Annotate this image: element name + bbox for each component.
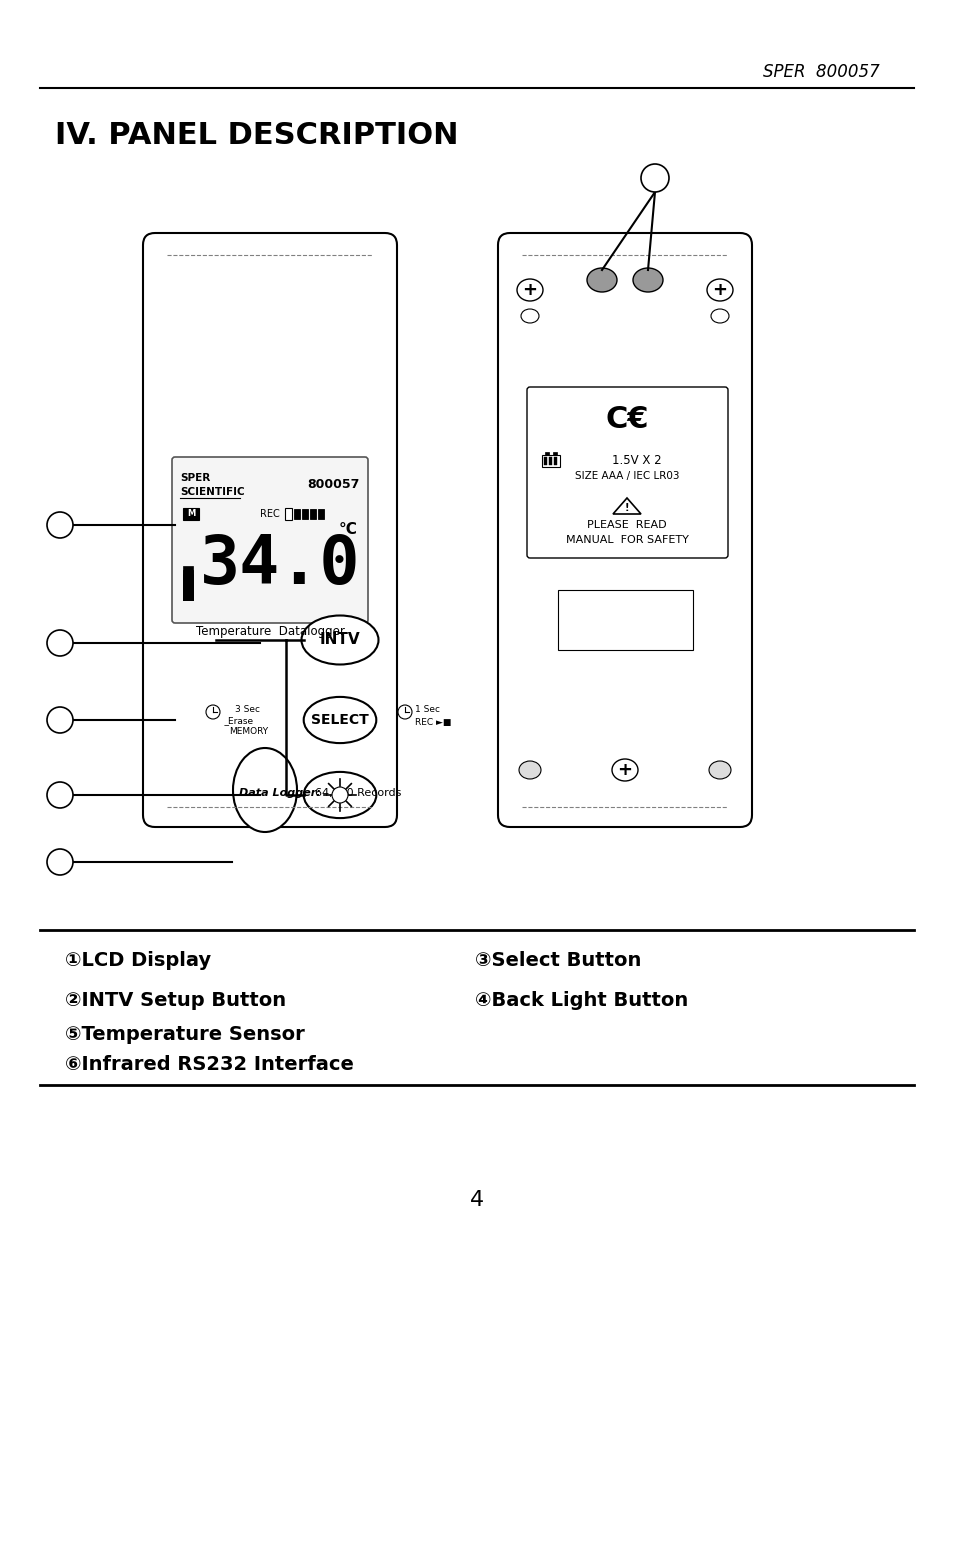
Circle shape xyxy=(397,706,412,720)
Circle shape xyxy=(47,512,73,538)
Text: Data Logger:: Data Logger: xyxy=(239,788,320,799)
Bar xyxy=(302,509,308,520)
Bar xyxy=(294,509,299,520)
Text: ③Select Button: ③Select Button xyxy=(475,951,640,969)
Text: 1.5V X 2: 1.5V X 2 xyxy=(612,453,661,467)
Circle shape xyxy=(47,630,73,656)
Ellipse shape xyxy=(518,762,540,779)
Bar xyxy=(183,589,193,600)
Text: 1: 1 xyxy=(55,518,65,532)
Text: C€: C€ xyxy=(604,405,648,434)
Bar xyxy=(553,451,557,454)
Text: SPER  800057: SPER 800057 xyxy=(762,64,879,81)
Text: 34.0: 34.0 xyxy=(199,532,360,599)
Text: SELECT: SELECT xyxy=(311,713,369,727)
FancyBboxPatch shape xyxy=(172,458,368,624)
Ellipse shape xyxy=(301,616,378,664)
Bar xyxy=(183,571,193,600)
Ellipse shape xyxy=(303,696,375,743)
Text: 800057: 800057 xyxy=(307,479,359,492)
Bar xyxy=(558,589,692,650)
Text: 5: 5 xyxy=(55,855,64,869)
Text: ①LCD Display: ①LCD Display xyxy=(65,951,211,969)
Ellipse shape xyxy=(520,309,538,323)
Ellipse shape xyxy=(710,309,728,323)
Bar xyxy=(543,458,546,465)
FancyBboxPatch shape xyxy=(143,233,396,827)
Text: 64,000 Records: 64,000 Records xyxy=(314,788,401,799)
Text: 4: 4 xyxy=(55,788,64,802)
Text: IV. PANEL DESCRIPTION: IV. PANEL DESCRIPTION xyxy=(55,121,458,149)
Text: Temperature  Datalogger: Temperature Datalogger xyxy=(195,625,344,639)
Text: !: ! xyxy=(624,503,629,513)
Ellipse shape xyxy=(586,268,617,292)
FancyBboxPatch shape xyxy=(526,388,727,558)
Text: +: + xyxy=(617,762,632,779)
Text: 6: 6 xyxy=(650,171,659,185)
Bar xyxy=(541,454,559,467)
Text: ⑤Temperature Sensor: ⑤Temperature Sensor xyxy=(65,1025,304,1044)
Text: SCIENTIFIC: SCIENTIFIC xyxy=(180,487,244,496)
Circle shape xyxy=(332,786,348,803)
Bar xyxy=(310,509,315,520)
FancyBboxPatch shape xyxy=(497,233,751,827)
Ellipse shape xyxy=(633,268,662,292)
Text: 3 Sec: 3 Sec xyxy=(234,706,260,715)
Ellipse shape xyxy=(303,772,375,817)
Text: 1 Sec: 1 Sec xyxy=(415,706,439,715)
Ellipse shape xyxy=(612,758,638,782)
Text: ̲Erase: ̲Erase xyxy=(229,717,253,726)
Text: REC: REC xyxy=(260,509,279,520)
Text: SPER: SPER xyxy=(180,473,210,482)
Text: SIZE AAA / IEC LR03: SIZE AAA / IEC LR03 xyxy=(574,472,679,481)
Bar xyxy=(183,509,199,520)
Text: 2: 2 xyxy=(55,636,64,650)
Text: +: + xyxy=(712,281,727,299)
Bar xyxy=(183,594,193,600)
Circle shape xyxy=(47,848,73,875)
Circle shape xyxy=(47,782,73,808)
Text: MANUAL  FOR SAFETY: MANUAL FOR SAFETY xyxy=(565,535,688,544)
Bar xyxy=(183,574,193,600)
Bar xyxy=(183,566,193,600)
Text: REC ►■: REC ►■ xyxy=(415,718,451,727)
Text: 3: 3 xyxy=(55,713,64,727)
Circle shape xyxy=(47,707,73,734)
Bar xyxy=(548,458,552,465)
Bar xyxy=(183,579,193,600)
Text: 4: 4 xyxy=(470,1190,483,1210)
Bar xyxy=(183,582,193,600)
Ellipse shape xyxy=(517,279,542,301)
Text: ④Back Light Button: ④Back Light Button xyxy=(475,991,687,1010)
Bar xyxy=(554,458,557,465)
Text: MEMORY: MEMORY xyxy=(229,727,268,737)
Bar xyxy=(317,509,324,520)
Bar xyxy=(544,451,548,454)
Text: INTV: INTV xyxy=(319,633,360,647)
Text: ②INTV Setup Button: ②INTV Setup Button xyxy=(65,991,286,1010)
Ellipse shape xyxy=(706,279,732,301)
Circle shape xyxy=(206,706,220,720)
Text: ⑥Infrared RS232 Interface: ⑥Infrared RS232 Interface xyxy=(65,1056,354,1075)
Bar xyxy=(183,586,193,600)
Ellipse shape xyxy=(233,748,296,831)
Ellipse shape xyxy=(708,762,730,779)
Circle shape xyxy=(640,164,668,192)
Text: +: + xyxy=(522,281,537,299)
Text: PLEASE  READ: PLEASE READ xyxy=(587,520,666,530)
Text: °C: °C xyxy=(338,523,357,538)
Text: M: M xyxy=(187,509,195,518)
Bar xyxy=(285,509,292,520)
Polygon shape xyxy=(613,498,640,513)
